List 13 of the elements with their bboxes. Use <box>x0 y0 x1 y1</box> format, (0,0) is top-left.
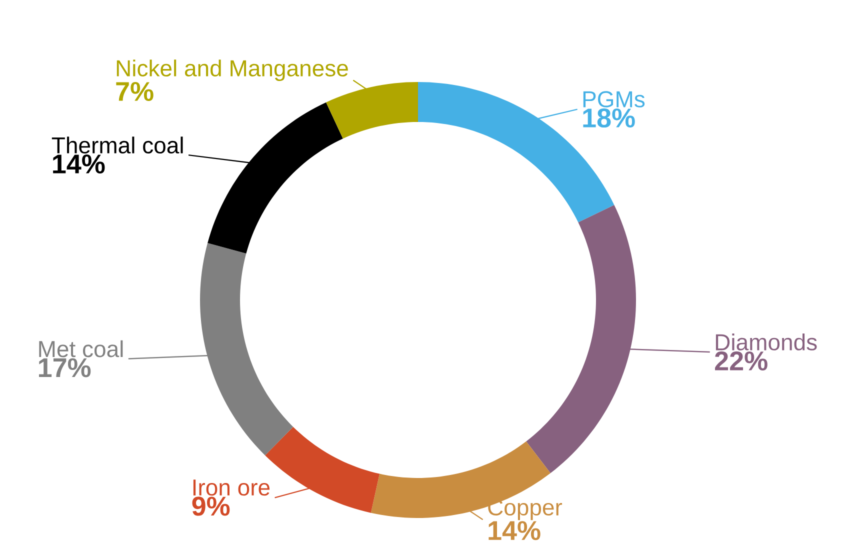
slice-label: PGMs <box>583 91 645 108</box>
data-label: 17% <box>39 358 91 378</box>
slice-label: Met coal <box>39 340 123 358</box>
data-label: 14% <box>53 154 105 174</box>
data-label: 7% <box>116 82 154 102</box>
slice-label: Thermal coal <box>52 136 183 154</box>
data-label: 14% <box>488 521 540 540</box>
data-label: 18% <box>583 108 635 128</box>
slice-label: Diamonds <box>716 334 817 350</box>
data-label: 9% <box>192 496 230 516</box>
data-label: 22% <box>715 351 768 370</box>
slice-label: Iron ore <box>193 480 270 496</box>
slice-label: Nickel and Manganese <box>116 60 348 82</box>
